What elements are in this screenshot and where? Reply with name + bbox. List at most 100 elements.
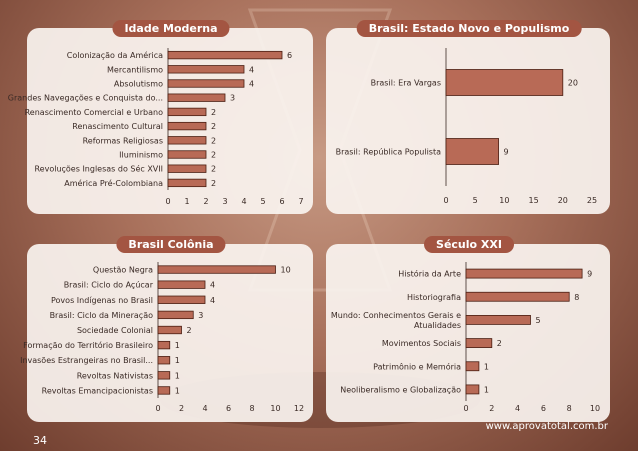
x-tick-label: 10 (270, 404, 280, 413)
category-label: Invasões Estrangeiras no Brasil... (20, 356, 153, 365)
x-tick-label: 4 (241, 197, 246, 206)
bar-value-label: 9 (587, 270, 592, 279)
chart-title-idade-moderna: Idade Moderna (112, 20, 230, 37)
category-label: Neoliberalismo e Globalização (340, 385, 461, 394)
bar (167, 164, 207, 173)
x-tick-label: 0 (443, 196, 448, 205)
category-label: Questão Negra (93, 266, 153, 275)
category-label: Brasil: República Populista (336, 148, 442, 157)
chart-idade-moderna: 6 Colonização da América 4 Mercantilismo 4 Ab… (8, 48, 304, 206)
x-tick-label: 8 (567, 404, 572, 413)
bar-value-label: 2 (211, 179, 216, 188)
bar (167, 178, 207, 188)
chart-estado-novo-populismo: 20 Brasil: Era Vargas 9 Brasil: República P… (336, 48, 597, 205)
x-tick-label: 2 (489, 404, 494, 413)
x-tick-label: 15 (529, 196, 539, 205)
bar (157, 356, 171, 365)
chart-title-seculo-xxi: Século XXI (424, 236, 514, 253)
bar (167, 65, 245, 74)
x-tick-label: 20 (558, 196, 568, 205)
bar-value-label: 8 (574, 293, 579, 302)
bar-value-label: 2 (211, 165, 216, 174)
bar (167, 50, 283, 60)
chart-title-estado-novo-populismo: Brasil: Estado Novo e Populismo (356, 20, 582, 37)
category-label: Povos Indígenas no Brasil (51, 296, 153, 305)
panel-estado-novo-populismo: Brasil: Estado Novo e Populismo 20 Brasil… (326, 20, 610, 214)
bar-value-label: 5 (536, 316, 541, 325)
x-tick-label: 5 (260, 197, 265, 206)
bar-value-label: 2 (211, 151, 216, 160)
bar (157, 265, 276, 274)
panel-idade-moderna: Idade Moderna 6 Colonização da América 4 Me… (8, 20, 313, 214)
category-label: Revoltas Emancipacionistas (42, 386, 153, 395)
bar-value-label: 4 (210, 281, 215, 290)
page-number: 34 (33, 434, 47, 447)
category-label: Revoluções Inglesas do Séc XVII (34, 164, 163, 174)
bar (465, 338, 493, 348)
x-tick-label: 5 (473, 196, 478, 205)
bar (157, 280, 206, 289)
bar (167, 93, 226, 102)
bar-value-label: 1 (175, 341, 180, 350)
x-tick-label: 8 (249, 404, 254, 413)
x-tick-label: 3 (222, 197, 227, 206)
x-tick-label: 0 (155, 404, 160, 413)
bar-value-label: 2 (211, 136, 216, 145)
category-label: Absolutismo (114, 80, 163, 89)
chart-title-brasil-colonia: Brasil Colônia (116, 236, 226, 253)
bar (167, 136, 207, 145)
bar-value-label: 1 (175, 371, 180, 380)
bar-value-label: 2 (187, 326, 192, 335)
panel-seculo-xxi: Século XXI 9 História da Arte 8 Historiogra… (326, 236, 610, 422)
bar (465, 315, 531, 325)
bar (465, 268, 583, 279)
bar (167, 79, 245, 88)
x-tick-label: 2 (179, 404, 184, 413)
bar-value-label: 3 (198, 311, 203, 320)
bar-value-label: 1 (175, 386, 180, 395)
category-label: Sociedade Colonial (77, 326, 153, 335)
category-label: Patrimônio e Memória (373, 361, 461, 371)
bar (157, 310, 194, 320)
bar (157, 371, 171, 380)
bar (157, 325, 182, 335)
bar (465, 291, 570, 302)
bar (157, 386, 171, 395)
bar-value-label: 3 (230, 94, 235, 103)
x-tick-label: 1 (184, 197, 189, 206)
x-tick-label: 12 (294, 404, 304, 413)
chart-seculo-xxi: 9 História da Arte 8 Historiografia 5 Mundo: … (331, 262, 600, 413)
x-tick-label: 7 (298, 197, 303, 206)
bar-value-label: 9 (504, 148, 509, 157)
x-tick-label: 2 (203, 197, 208, 206)
category-label: Reformas Religiosas (83, 136, 163, 145)
bar-value-label: 2 (211, 122, 216, 131)
category-label: Grandes Navegações e Conquista do... (8, 94, 163, 103)
x-tick-label: 25 (587, 196, 597, 205)
x-tick-label: 6 (541, 404, 546, 413)
category-label: Mercantilismo (107, 65, 163, 74)
bar-value-label: 4 (249, 65, 254, 74)
category-label: Revoltas Nativistas (77, 371, 153, 380)
x-tick-label: 0 (165, 197, 170, 206)
bar (167, 107, 207, 117)
category-label: Colonização da América (67, 50, 163, 60)
bar-value-label: 6 (287, 51, 292, 60)
bar (157, 340, 171, 350)
bar (167, 121, 207, 131)
category-label: Historiografia (407, 293, 461, 302)
x-tick-label: 0 (463, 404, 468, 413)
x-tick-label: 6 (226, 404, 231, 413)
category-label: Brasil: Era Vargas (371, 79, 441, 88)
category-label: Brasil: Ciclo da Mineração (50, 311, 154, 320)
category-label: Iluminismo (119, 151, 163, 160)
category-label: Movimentos Sociais (382, 339, 461, 348)
category-label: Mundo: Conhecimentos Gerais e Atualidades (331, 311, 461, 330)
bar-value-label: 20 (568, 79, 578, 88)
site-url: www.aprovatotal.com.br (485, 421, 608, 432)
panel-brasil-colonia: Brasil Colônia 10 Questão Negra 4 Brasil: C… (20, 236, 313, 422)
bar-value-label: 1 (484, 362, 489, 371)
x-tick-label: 6 (279, 197, 284, 206)
bar-value-label: 2 (211, 108, 216, 117)
